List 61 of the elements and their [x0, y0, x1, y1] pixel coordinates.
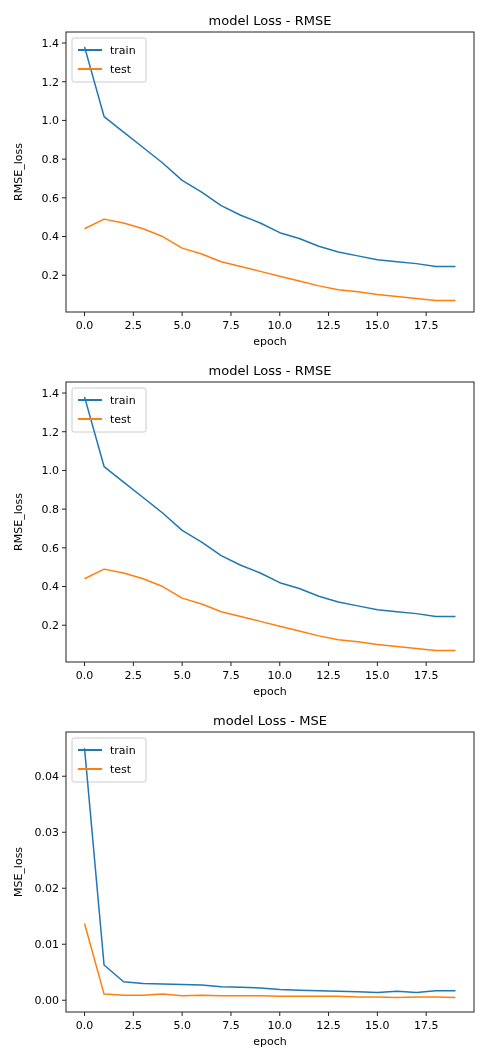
legend-label: test: [110, 62, 132, 76]
y-tick-label: 0.04: [34, 770, 59, 784]
legend-label: test: [110, 412, 132, 426]
y-tick-label: 0.6: [41, 541, 59, 555]
line-series: [83, 922, 457, 999]
x-tick-label: 5.0: [173, 669, 191, 682]
y-tick-label: 0.01: [34, 938, 59, 952]
x-tick-label: 12.5: [316, 319, 341, 332]
x-axis-title: epoch: [253, 335, 287, 348]
x-axis-title: epoch: [253, 685, 287, 698]
y-tick-label: 0.8: [41, 152, 59, 166]
x-tick-label: 12.5: [316, 669, 341, 682]
y-tick-label: 0.6: [41, 191, 59, 205]
legend-label: train: [110, 43, 136, 57]
y-tick-label: 1.4: [41, 386, 59, 400]
x-tick-label: 2.5: [124, 1019, 143, 1032]
y-tick-label: 0.4: [41, 580, 59, 594]
legend-label: test: [110, 762, 132, 776]
x-tick-label: 10.0: [267, 669, 293, 682]
x-tick-label: 17.5: [413, 669, 439, 682]
x-tick-label: 0.0: [75, 319, 94, 332]
y-tick-label: 0.03: [34, 826, 59, 840]
y-tick-label: 1.0: [41, 114, 59, 128]
y-tick-label: 0.4: [41, 230, 59, 244]
line-series: [83, 218, 457, 302]
x-tick-label: 7.5: [222, 319, 240, 332]
x-tick-label: 12.5: [316, 1019, 341, 1032]
x-tick-label: 17.5: [413, 319, 439, 332]
y-axis-title: RMSE_loss: [12, 142, 25, 201]
x-tick-label: 15.0: [365, 319, 390, 332]
x-tick-label: 5.0: [173, 319, 191, 332]
legend-label: train: [110, 393, 136, 407]
x-tick-label: 7.5: [222, 1019, 240, 1032]
line-series: [83, 568, 457, 652]
x-tick-label: 5.0: [173, 1019, 191, 1032]
y-tick-label: 1.2: [41, 425, 59, 439]
x-tick-label: 2.5: [124, 669, 143, 682]
y-tick-label: 1.2: [41, 75, 59, 89]
x-axis-title: epoch: [253, 1035, 287, 1048]
x-tick-label: 15.0: [365, 669, 390, 682]
x-tick-label: 2.5: [124, 319, 143, 332]
y-tick-label: 0.2: [41, 269, 59, 283]
x-tick-label: 0.0: [75, 1019, 94, 1032]
y-axis-title: MSE_loss: [12, 846, 25, 898]
x-tick-label: 17.5: [413, 1019, 439, 1032]
x-tick-label: 10.0: [267, 1019, 293, 1032]
y-tick-label: 1.0: [41, 464, 59, 478]
y-tick-label: 0.8: [41, 502, 59, 516]
chart-title: model Loss - MSE: [213, 713, 327, 728]
y-tick-label: 0.02: [34, 882, 59, 896]
y-tick-label: 0.2: [41, 619, 59, 633]
x-tick-label: 15.0: [365, 1019, 390, 1032]
y-axis-title: RMSE_loss: [12, 492, 25, 551]
x-tick-label: 7.5: [222, 669, 240, 682]
chart-title: model Loss - RMSE: [208, 13, 332, 28]
chart-title: model Loss - RMSE: [208, 363, 332, 378]
x-tick-label: 0.0: [75, 669, 94, 682]
legend-label: train: [110, 743, 136, 757]
y-tick-label: 1.4: [41, 36, 59, 50]
x-tick-label: 10.0: [267, 319, 293, 332]
y-tick-label: 0.00: [34, 994, 59, 1008]
